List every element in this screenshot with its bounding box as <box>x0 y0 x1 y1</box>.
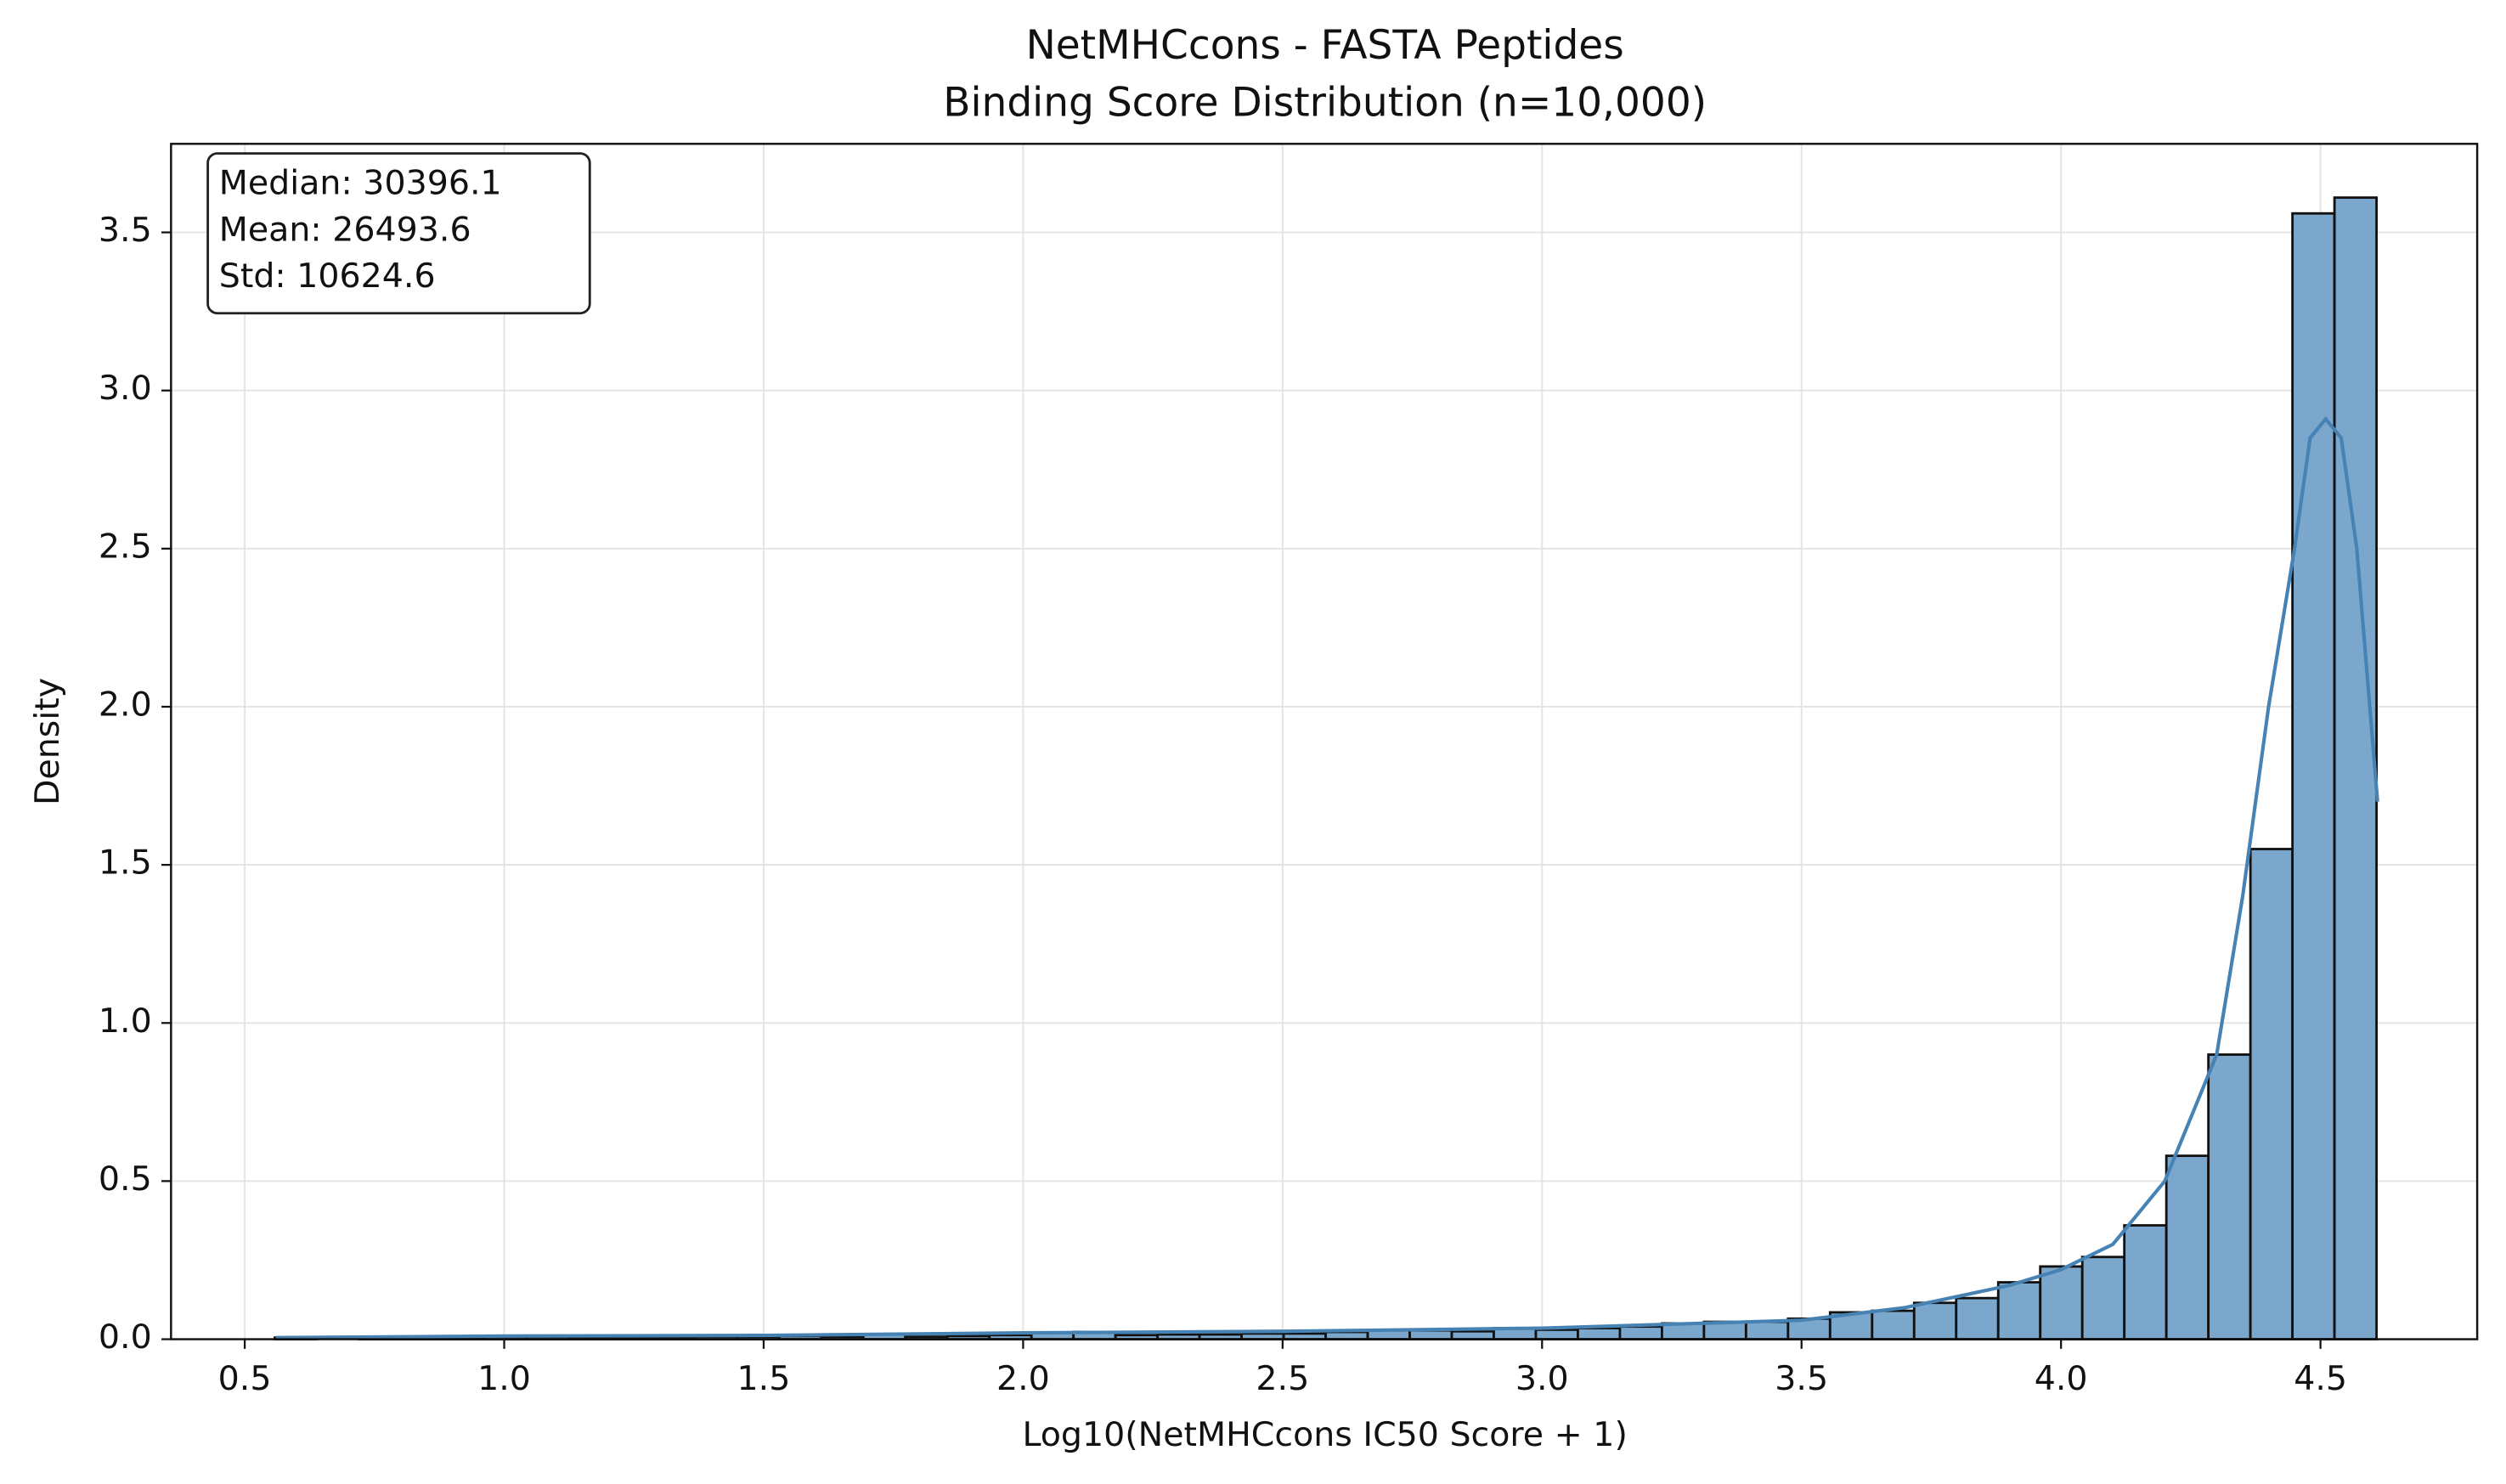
chart-title: NetMHCcons - FASTA Peptides <box>1026 22 1624 69</box>
bar <box>1324 1330 1369 1340</box>
y-tick-label: 3.5 <box>99 211 152 250</box>
bar <box>2165 1154 2210 1340</box>
bar <box>1534 1328 1579 1340</box>
bar <box>2123 1224 2168 1340</box>
bar <box>2333 196 2378 1340</box>
bar <box>1955 1296 2000 1340</box>
bar <box>1996 1281 2042 1340</box>
stats-text: Mean: 26493.6 <box>219 210 471 249</box>
kde-line <box>275 415 2379 1340</box>
x-tick-label: 3.5 <box>1775 1359 1828 1398</box>
bar <box>1408 1329 1453 1340</box>
bar <box>1744 1320 1790 1340</box>
bar <box>1618 1325 1663 1340</box>
y-tick-label: 1.5 <box>99 844 152 883</box>
bar <box>1450 1329 1495 1340</box>
y-tick-label: 3.0 <box>99 369 152 408</box>
bar <box>2080 1255 2126 1340</box>
x-tick-label: 2.5 <box>1256 1359 1309 1398</box>
plot-frame <box>170 143 2479 1340</box>
x-tick-label: 2.0 <box>996 1359 1050 1398</box>
x-tick-label: 4.0 <box>2035 1359 2088 1398</box>
stats-text: Std: 10624.6 <box>219 257 436 296</box>
y-tick-label: 0.5 <box>99 1160 152 1199</box>
bar <box>1871 1309 1916 1340</box>
x-tick-label: 1.5 <box>737 1359 791 1398</box>
x-tick-label: 1.0 <box>477 1359 531 1398</box>
bar <box>1912 1301 1958 1340</box>
bar <box>2039 1265 2084 1340</box>
bar <box>2207 1053 2252 1340</box>
bar <box>2291 212 2336 1340</box>
x-tick-label: 4.5 <box>2294 1359 2347 1398</box>
y-axis-label: Density <box>28 678 67 805</box>
chart-subtitle: Binding Score Distribution (n=10,000) <box>943 80 1707 127</box>
stats-text: Median: 30396.1 <box>219 164 502 203</box>
bar <box>1577 1327 1622 1340</box>
x-tick-label: 3.0 <box>1515 1359 1569 1398</box>
x-axis-label: Log10(NetMHCcons IC50 Score + 1) <box>1022 1415 1627 1454</box>
y-tick-label: 0.0 <box>99 1318 152 1357</box>
stats-box <box>206 152 591 315</box>
x-tick-label: 0.5 <box>218 1359 272 1398</box>
y-tick-label: 2.5 <box>99 527 152 566</box>
bar <box>2249 848 2294 1340</box>
y-tick-label: 1.0 <box>99 1002 152 1041</box>
y-tick-label: 2.0 <box>99 685 152 724</box>
